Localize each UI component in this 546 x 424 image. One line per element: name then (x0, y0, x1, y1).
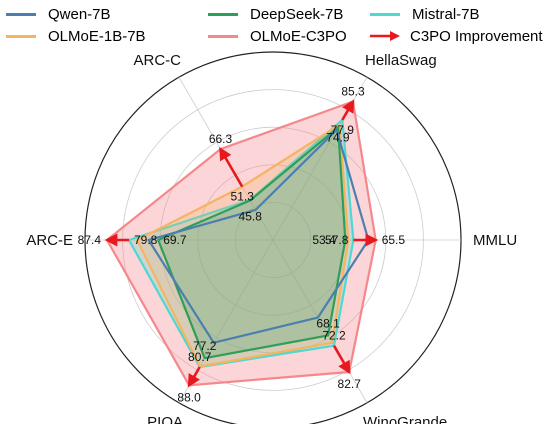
legend-swatch-olmoe (6, 34, 36, 38)
axis-label-piqa: PIQA (147, 414, 183, 424)
value-label-mmlu-1: 53.4 (312, 233, 336, 247)
legend-swatch-deepseek (208, 12, 238, 16)
legend-label-deepseek: DeepSeek-7B (250, 5, 344, 23)
value-label-arc-c-2: 51.3 (231, 190, 255, 204)
value-label-mmlu-2: 57.8 (325, 233, 349, 247)
value-label-arc-c-1: 45.8 (239, 209, 263, 223)
legend-arrow-icon (370, 31, 400, 41)
chart-legend: Qwen-7B DeepSeek-7B Mistral-7B OLMoE-1B-… (0, 0, 546, 52)
improvement-arrow-hellaswag (341, 99, 355, 121)
series-polygon-qwen-7b (147, 128, 370, 344)
axis-label-hellaswag: HellaSwag (365, 52, 437, 69)
legend-item-olmoe: OLMoE-1B-7B (6, 25, 146, 47)
value-label-hellaswag-3: 85.3 (341, 85, 365, 99)
legend-item-olmoe-c3po: OLMoE-C3PO (208, 25, 347, 47)
axis-label-arc-c: ARC-C (134, 52, 182, 69)
value-label-winogrande-2: 72.2 (322, 329, 346, 343)
axis-label-mmlu: MMLU (473, 232, 517, 249)
axis-label-arc-e: ARC-E (26, 232, 73, 249)
legend-label-improvement: C3PO Improvement (410, 27, 543, 45)
value-label-winogrande-1: 68.1 (316, 316, 340, 330)
legend-item-mistral: Mistral-7B (370, 3, 480, 25)
improvement-arrow-arc-c (219, 146, 244, 188)
improvement-arrow-winogrande (332, 345, 351, 375)
legend-label-mistral: Mistral-7B (412, 5, 480, 23)
series-polygon-deepseek-7b (157, 126, 347, 360)
value-label-winogrande-3: 82.7 (338, 377, 362, 391)
value-label-piqa-3: 88.0 (177, 390, 201, 404)
improvement-arrow-piqa (187, 366, 201, 388)
value-label-arc-c-3: 66.3 (209, 132, 233, 146)
value-label-arc-e-2: 79.8 (134, 233, 158, 247)
legend-label-olmoe: OLMoE-1B-7B (48, 27, 146, 45)
value-label-hellaswag-1: 74.9 (326, 131, 350, 145)
value-label-arc-e-3: 87.4 (78, 233, 102, 247)
legend-swatch-olmoe-c3po (208, 34, 238, 38)
value-label-arc-e-1: 69.7 (163, 233, 187, 247)
legend-swatch-qwen (6, 12, 36, 16)
value-label-piqa-2: 80.7 (188, 350, 212, 364)
legend-item-improvement: C3PO Improvement (370, 25, 543, 47)
legend-item-deepseek: DeepSeek-7B (208, 3, 343, 25)
legend-swatch-mistral (370, 12, 400, 16)
radar-spoke-winogrande (272, 239, 368, 404)
legend-item-qwen: Qwen-7B (6, 3, 111, 25)
axis-label-winogrande: WinoGrande (363, 414, 447, 424)
legend-label-olmoe-c3po: OLMoE-C3PO (250, 27, 347, 45)
value-label-hellaswag-2: 77.9 (331, 123, 355, 137)
legend-label-qwen: Qwen-7B (48, 5, 111, 23)
value-label-mmlu-3: 65.5 (382, 233, 406, 247)
value-label-piqa-1: 77.2 (193, 339, 217, 353)
